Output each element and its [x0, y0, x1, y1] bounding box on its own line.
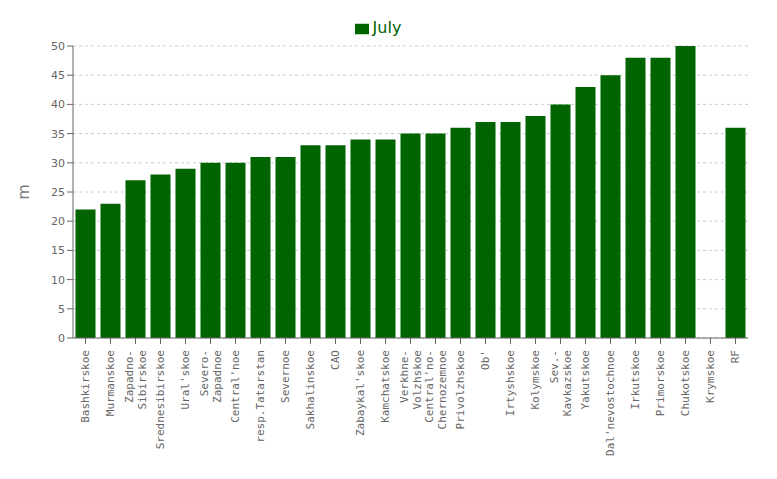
svg-text:Krymskoe: Krymskoe	[704, 350, 717, 403]
svg-text:Privolzhskoe: Privolzhskoe	[454, 350, 467, 429]
svg-text:RF: RF	[729, 350, 742, 363]
svg-text:Srednesibirskoe: Srednesibirskoe	[154, 350, 167, 449]
svg-text:Bashkirskoe: Bashkirskoe	[79, 350, 92, 423]
svg-text:20: 20	[51, 215, 65, 228]
svg-text:Irkutskoe: Irkutskoe	[629, 350, 642, 410]
svg-text:Kolymskoe: Kolymskoe	[529, 350, 542, 410]
svg-text:50: 50	[51, 40, 65, 53]
svg-text:35: 35	[51, 128, 65, 141]
svg-text:resp.Tatarstan: resp.Tatarstan	[254, 350, 267, 443]
svg-text:m: m	[14, 184, 33, 200]
svg-text:0: 0	[58, 332, 65, 345]
svg-text:10: 10	[51, 274, 65, 287]
svg-text:Verkhne-Volzhskoe: Verkhne-Volzhskoe	[398, 350, 424, 410]
svg-text:30: 30	[51, 157, 65, 170]
svg-text:Kamchatskoe: Kamchatskoe	[379, 350, 392, 423]
svg-text:Ob': Ob'	[479, 350, 492, 370]
svg-text:45: 45	[51, 69, 65, 82]
svg-text:Severo-Zapadnoe: Severo-Zapadnoe	[198, 350, 224, 403]
svg-text:Sev.-Kavkazskoe: Sev.-Kavkazskoe	[548, 350, 574, 416]
svg-text:Murmanskoe: Murmanskoe	[104, 350, 117, 416]
svg-text:Primorskoe: Primorskoe	[654, 350, 667, 416]
svg-text:Yakutskoe: Yakutskoe	[579, 350, 592, 410]
svg-text:Zapadno-Sibirskoe: Zapadno-Sibirskoe	[123, 350, 149, 410]
svg-text:5: 5	[58, 303, 65, 316]
svg-text:15: 15	[51, 244, 65, 257]
svg-text:Sakhalinskoe: Sakhalinskoe	[304, 350, 317, 429]
svg-text:Ural'skoe: Ural'skoe	[179, 350, 192, 410]
svg-text:Central'no-Chernozemnoe: Central'no-Chernozemnoe	[423, 350, 449, 429]
html-text:July: July	[372, 18, 402, 37]
svg-text:25: 25	[51, 186, 65, 199]
svg-text:CAO: CAO	[329, 350, 342, 370]
svg-text:Zabaykal'skoe: Zabaykal'skoe	[354, 350, 367, 436]
svg-text:40: 40	[51, 98, 65, 111]
svg-text:Chukotskoe: Chukotskoe	[679, 350, 692, 416]
svg-text:Central'noe: Central'noe	[229, 350, 242, 423]
svg-text:Dal'nevostochnoe: Dal'nevostochnoe	[604, 350, 617, 456]
svg-text:Severnoe: Severnoe	[279, 350, 292, 403]
svg-text:Irtyshskoe: Irtyshskoe	[504, 350, 517, 416]
